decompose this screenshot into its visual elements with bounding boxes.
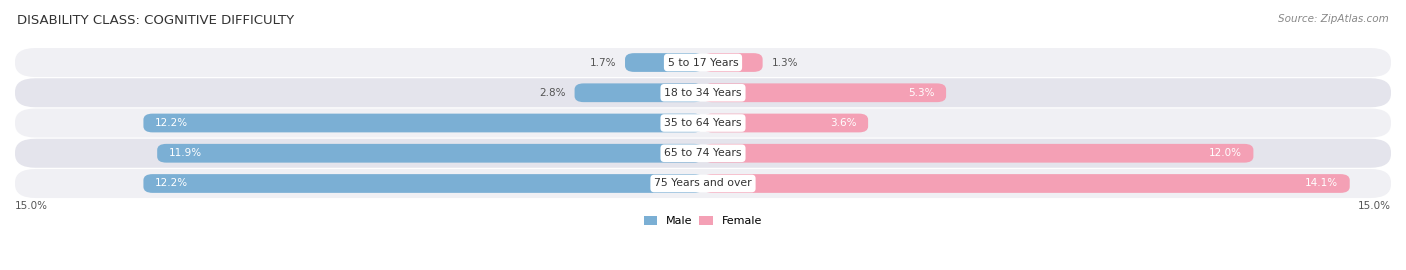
FancyBboxPatch shape <box>15 48 1391 77</box>
FancyBboxPatch shape <box>703 53 762 72</box>
Text: 12.0%: 12.0% <box>1209 148 1241 158</box>
Text: 1.7%: 1.7% <box>589 58 616 68</box>
FancyBboxPatch shape <box>15 78 1391 107</box>
Text: 2.8%: 2.8% <box>538 88 565 98</box>
FancyBboxPatch shape <box>15 139 1391 168</box>
Text: 15.0%: 15.0% <box>15 201 48 211</box>
Text: 14.1%: 14.1% <box>1305 178 1339 188</box>
Text: 3.6%: 3.6% <box>830 118 856 128</box>
Legend: Male, Female: Male, Female <box>644 215 762 226</box>
Text: 18 to 34 Years: 18 to 34 Years <box>664 88 742 98</box>
FancyBboxPatch shape <box>157 144 703 163</box>
Text: 35 to 64 Years: 35 to 64 Years <box>664 118 742 128</box>
FancyBboxPatch shape <box>575 83 703 102</box>
Text: 12.2%: 12.2% <box>155 178 188 188</box>
FancyBboxPatch shape <box>703 174 1350 193</box>
Text: 65 to 74 Years: 65 to 74 Years <box>664 148 742 158</box>
FancyBboxPatch shape <box>15 109 1391 137</box>
FancyBboxPatch shape <box>143 174 703 193</box>
Text: 5.3%: 5.3% <box>908 88 935 98</box>
FancyBboxPatch shape <box>626 53 703 72</box>
Text: 75 Years and over: 75 Years and over <box>654 178 752 188</box>
Text: 5 to 17 Years: 5 to 17 Years <box>668 58 738 68</box>
FancyBboxPatch shape <box>703 114 868 132</box>
FancyBboxPatch shape <box>143 114 703 132</box>
Text: DISABILITY CLASS: COGNITIVE DIFFICULTY: DISABILITY CLASS: COGNITIVE DIFFICULTY <box>17 14 294 26</box>
Text: 12.2%: 12.2% <box>155 118 188 128</box>
Text: 1.3%: 1.3% <box>772 58 799 68</box>
Text: 15.0%: 15.0% <box>1358 201 1391 211</box>
FancyBboxPatch shape <box>703 83 946 102</box>
FancyBboxPatch shape <box>703 144 1253 163</box>
Text: 11.9%: 11.9% <box>169 148 202 158</box>
Text: Source: ZipAtlas.com: Source: ZipAtlas.com <box>1278 14 1389 23</box>
FancyBboxPatch shape <box>15 169 1391 198</box>
